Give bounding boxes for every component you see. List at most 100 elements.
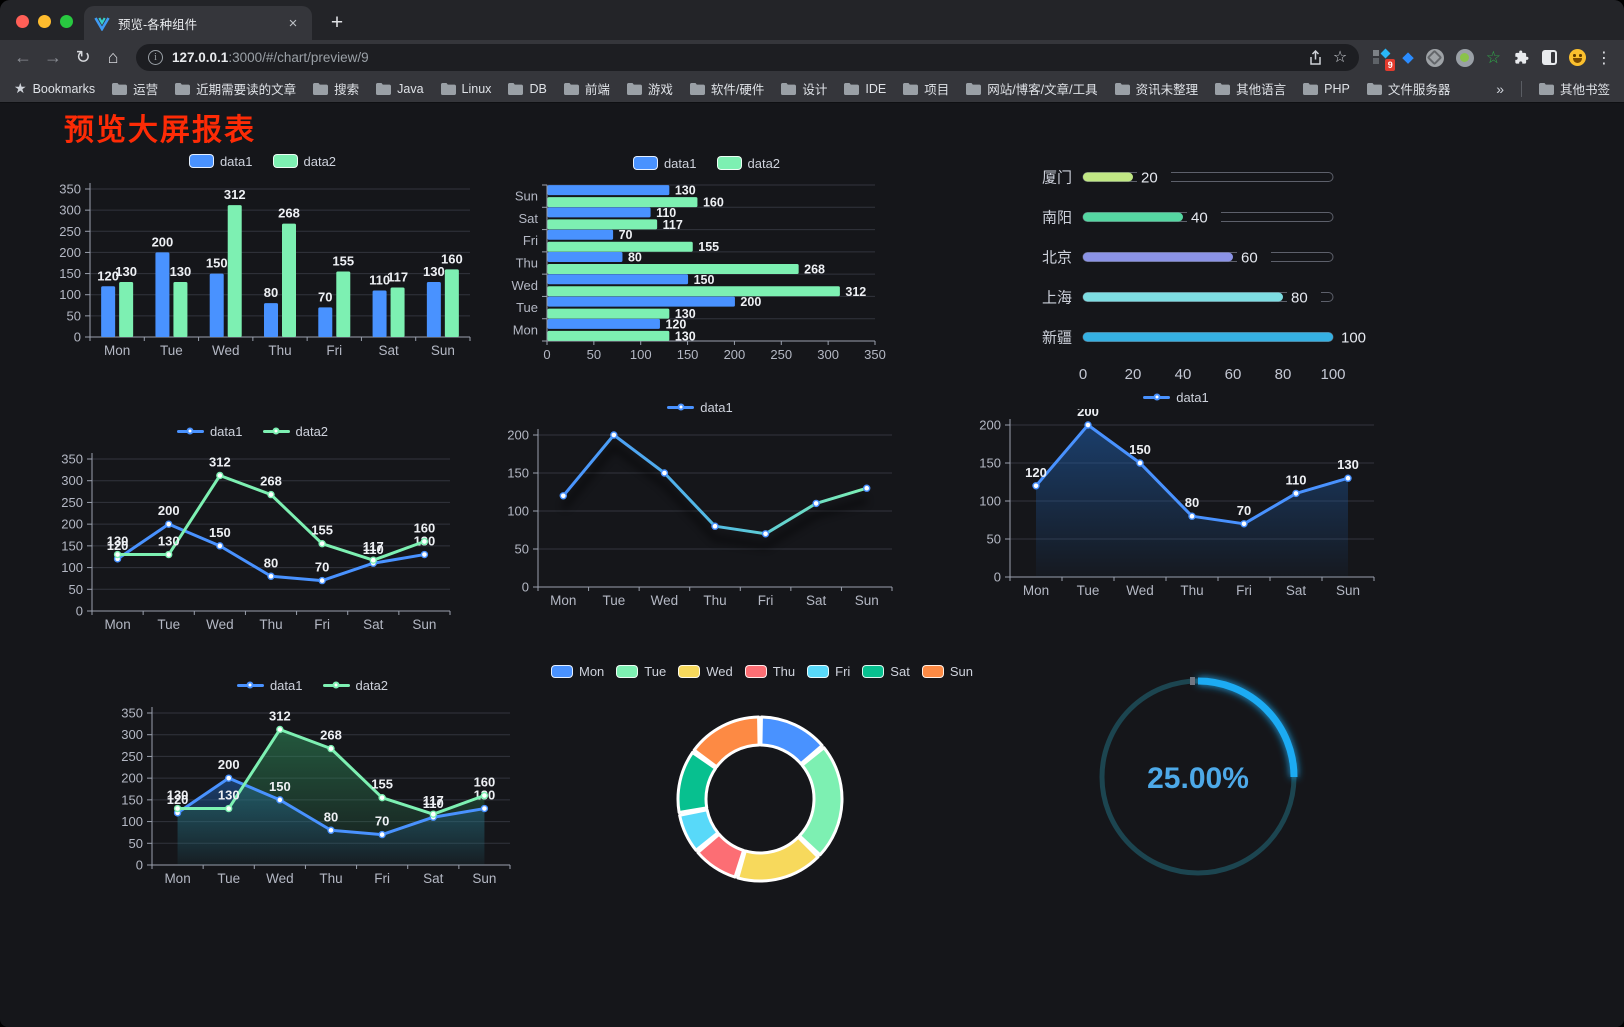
gem-extension-icon[interactable]: ◆ bbox=[1402, 49, 1414, 66]
legend-item[interactable]: Mon bbox=[551, 664, 604, 679]
svg-text:Wed: Wed bbox=[266, 871, 294, 886]
legend-item[interactable]: data1 bbox=[188, 154, 253, 169]
address-bar[interactable]: i 127.0.0.1:3000/#/chart/preview/9 ☆ bbox=[136, 44, 1360, 71]
legend-item[interactable]: data1 bbox=[176, 424, 243, 439]
svg-text:350: 350 bbox=[59, 182, 81, 197]
bookmark-folder-label: Java bbox=[397, 81, 424, 96]
emoji-extension-icon[interactable] bbox=[1569, 49, 1586, 66]
svg-text:200: 200 bbox=[59, 245, 81, 260]
legend-item[interactable]: data1 bbox=[667, 400, 733, 415]
bookmarks-manager[interactable]: ★ Bookmarks bbox=[14, 80, 95, 97]
bookmark-folder[interactable]: 其他语言 bbox=[1215, 79, 1286, 98]
browser-menu-button[interactable]: ⋮ bbox=[1596, 49, 1612, 67]
svg-text:Sun: Sun bbox=[472, 871, 496, 886]
bookmark-folder[interactable]: Java bbox=[376, 81, 424, 96]
home-button[interactable]: ⌂ bbox=[107, 47, 119, 67]
tab-favicon bbox=[94, 15, 110, 31]
legend-item[interactable]: data2 bbox=[262, 423, 329, 439]
svg-text:117: 117 bbox=[387, 270, 408, 285]
knot-extension-icon[interactable] bbox=[1425, 48, 1444, 67]
browser-tab[interactable]: 预览-各种组件 × bbox=[84, 6, 312, 40]
svg-text:80: 80 bbox=[264, 285, 278, 300]
legend-label: data2 bbox=[295, 423, 329, 439]
bookmark-folder[interactable]: 近期需要读的文章 bbox=[175, 79, 296, 98]
bookmark-folder-label: 搜索 bbox=[334, 83, 360, 97]
legend-item[interactable]: Wed bbox=[678, 664, 733, 679]
bookmark-folder[interactable]: DB bbox=[508, 81, 547, 96]
legend-item[interactable]: data2 bbox=[272, 153, 337, 169]
bookmark-folder[interactable]: 运营 bbox=[112, 79, 158, 98]
sidebar-extension-icon[interactable] bbox=[1542, 50, 1557, 65]
two-line-chart: data1 data2 0 50 100 150 200 250 300 350 Mon Tue Wed… bbox=[40, 419, 465, 651]
bookmark-folder[interactable]: PHP bbox=[1303, 82, 1350, 96]
proxy-extension-icon[interactable]: 9 bbox=[1373, 48, 1396, 71]
url-text: 127.0.0.1:3000/#/chart/preview/9 bbox=[172, 50, 1308, 65]
bookmark-folder[interactable]: 搜索 bbox=[313, 79, 359, 98]
legend-item[interactable]: data2 bbox=[716, 156, 780, 171]
bookmark-folder-label: 文件服务器 bbox=[1387, 83, 1451, 97]
svg-text:100: 100 bbox=[61, 560, 83, 575]
svg-text:120: 120 bbox=[97, 268, 119, 283]
bookmark-folder-label: DB bbox=[529, 81, 547, 96]
legend-item[interactable]: data1 bbox=[632, 156, 697, 171]
minimize-window-button[interactable] bbox=[38, 15, 51, 28]
bookmark-folder-label: 项目 bbox=[924, 83, 950, 97]
reload-button[interactable]: ↻ bbox=[75, 47, 91, 67]
green-star-extension-icon[interactable]: ☆ bbox=[1485, 48, 1501, 67]
svg-text:160: 160 bbox=[703, 196, 724, 210]
other-bookmarks-folder[interactable]: 其他书签 bbox=[1538, 79, 1610, 98]
legend-item[interactable]: data1 bbox=[236, 678, 303, 693]
legend-label: Wed bbox=[706, 663, 733, 679]
puzzle-extensions-icon[interactable] bbox=[1513, 49, 1530, 66]
forward-button[interactable]: → bbox=[44, 47, 62, 67]
bookmark-folder[interactable]: IDE bbox=[844, 82, 886, 96]
bookmark-folder[interactable]: 文件服务器 bbox=[1366, 79, 1451, 98]
svg-text:200: 200 bbox=[121, 771, 143, 786]
fullscreen-window-button[interactable] bbox=[60, 15, 73, 28]
legend-label: data2 bbox=[303, 153, 337, 169]
legend-item[interactable]: data1 bbox=[1143, 390, 1209, 405]
page-title: 预览大屏报表 bbox=[64, 114, 256, 147]
bookmarks-divider bbox=[1520, 80, 1522, 97]
svg-text:130: 130 bbox=[167, 788, 189, 803]
svg-text:110: 110 bbox=[656, 206, 676, 220]
legend-label: data1 bbox=[700, 399, 733, 415]
star-icon: ★ bbox=[14, 80, 27, 96]
bookmark-folder[interactable]: 游戏 bbox=[626, 79, 673, 98]
tab-close-icon[interactable]: × bbox=[288, 14, 298, 32]
svg-text:Mon: Mon bbox=[513, 322, 538, 337]
legend-item[interactable]: Fri bbox=[807, 664, 850, 679]
legend-item[interactable]: Tue bbox=[616, 664, 666, 679]
svg-text:130: 130 bbox=[107, 534, 129, 549]
bookmarks-overflow-chevron[interactable]: » bbox=[1496, 80, 1504, 97]
share-icon[interactable] bbox=[1308, 49, 1323, 66]
site-info-icon[interactable]: i bbox=[148, 50, 163, 65]
svg-text:110: 110 bbox=[423, 796, 444, 811]
close-window-button[interactable] bbox=[16, 15, 29, 28]
svg-text:150: 150 bbox=[1129, 442, 1151, 457]
svg-text:130: 130 bbox=[218, 788, 240, 803]
legend-item[interactable]: Sat bbox=[862, 664, 910, 679]
back-button[interactable]: ← bbox=[14, 47, 32, 67]
bookmark-folder[interactable]: 设计 bbox=[781, 79, 827, 98]
bookmark-folder[interactable]: 前端 bbox=[563, 79, 610, 98]
legend-item[interactable]: Thu bbox=[744, 664, 795, 679]
svg-text:50: 50 bbox=[987, 532, 1001, 547]
bookmark-folder[interactable]: 网站/博客/文章/工具 bbox=[966, 79, 1098, 98]
svg-text:150: 150 bbox=[206, 256, 228, 271]
legend-item[interactable]: Sun bbox=[921, 664, 973, 679]
svg-text:50: 50 bbox=[69, 582, 83, 597]
svg-text:110: 110 bbox=[1286, 472, 1307, 487]
bookmark-star-icon[interactable]: ☆ bbox=[1332, 48, 1348, 66]
svg-text:130: 130 bbox=[675, 184, 696, 198]
bookmark-folder[interactable]: 软件/硬件 bbox=[689, 79, 764, 98]
new-tab-button[interactable]: + bbox=[330, 11, 344, 34]
bookmark-folder[interactable]: 资讯未整理 bbox=[1114, 79, 1198, 98]
legend-item[interactable]: data2 bbox=[322, 678, 388, 693]
svg-text:250: 250 bbox=[61, 495, 83, 510]
bookmark-folder[interactable]: Linux bbox=[440, 82, 491, 96]
svg-text:312: 312 bbox=[224, 187, 246, 202]
svg-text:200: 200 bbox=[979, 418, 1001, 433]
bookmark-folder[interactable]: 项目 bbox=[903, 79, 949, 98]
green-dot-extension-icon[interactable] bbox=[1455, 48, 1474, 67]
